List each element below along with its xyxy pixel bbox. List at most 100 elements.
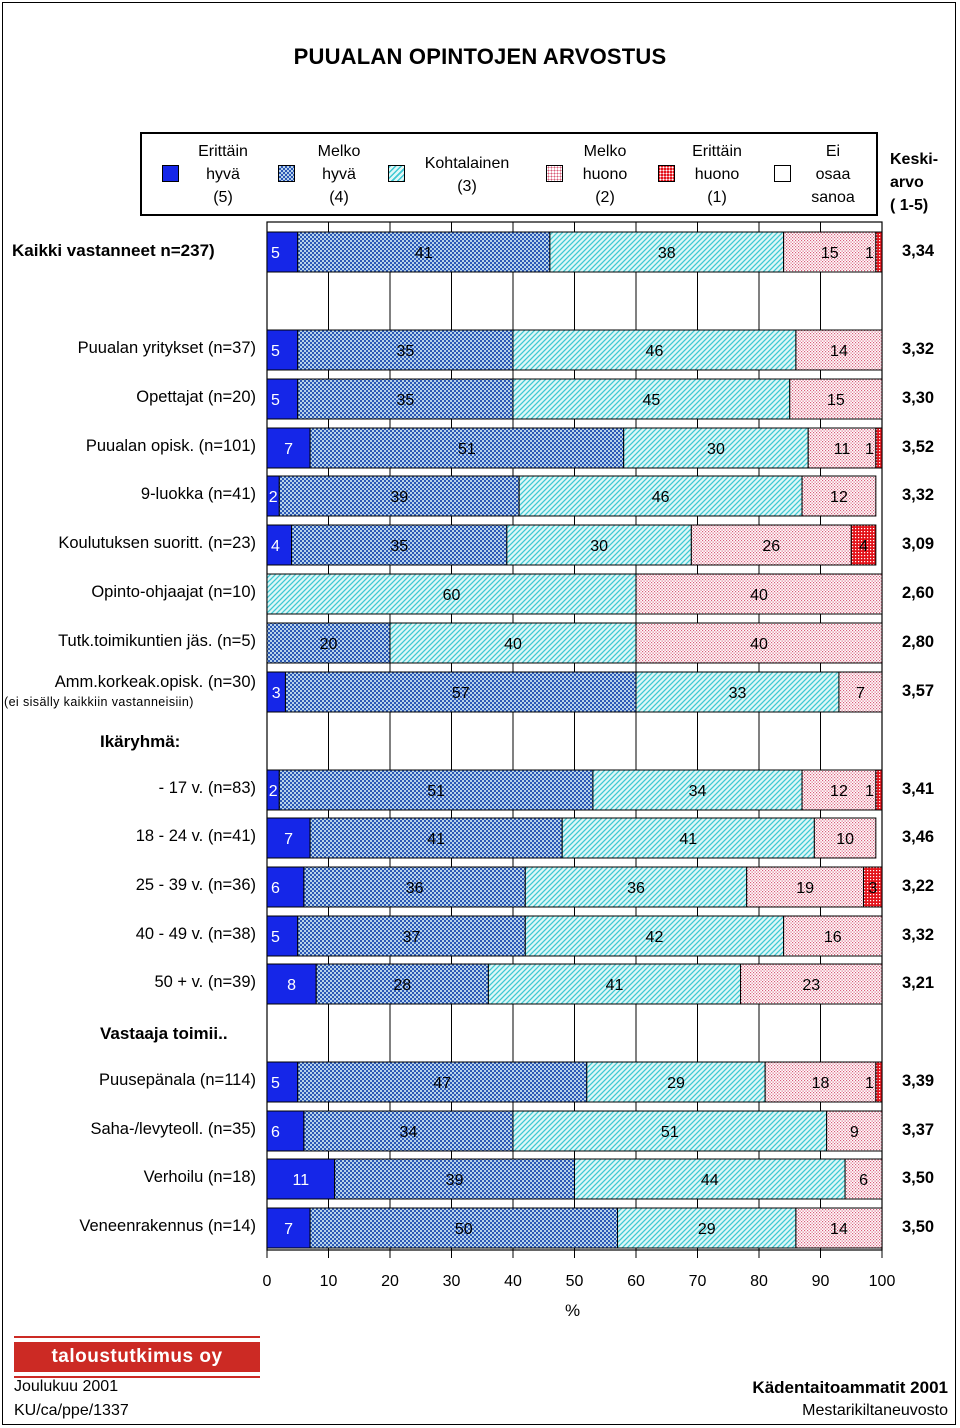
row-label: Verhoilu (n=18) [143, 1168, 256, 1186]
row-mean: 3,52 [902, 438, 935, 456]
page-title: PUUALAN OPINTOJEN ARVOSTUS [293, 44, 667, 69]
row-label: Tutk.toimikuntien jäs. (n=5) [58, 632, 256, 650]
bar-segment [617, 1207, 797, 1249]
row-mean: 3,21 [902, 974, 935, 992]
bar-value-label: 39 [390, 489, 408, 506]
bar-segment [789, 378, 883, 420]
bar-segment [844, 1158, 883, 1200]
footer-client: Mestarikiltaneuvosto [802, 1402, 948, 1419]
bar-value-label: 1 [865, 783, 874, 800]
bar-segment [512, 1110, 828, 1152]
bar-segment [389, 622, 637, 664]
bar-segment [278, 769, 594, 811]
bar-value-label: 1 [865, 1075, 874, 1092]
x-tick-label: 50 [566, 1273, 584, 1290]
bar-value-label: 14 [830, 1221, 848, 1238]
bar-value-label: 35 [396, 343, 414, 360]
bar-value-label: 4 [271, 538, 280, 555]
bar-value-label: 7 [284, 1221, 293, 1238]
bar-value-label: 60 [443, 587, 461, 604]
bar-value-label: 16 [824, 929, 842, 946]
row-mean: 3,32 [902, 486, 935, 504]
x-tick-label: 100 [869, 1273, 896, 1290]
bar-segment [512, 378, 791, 420]
bar-value-label: 34 [400, 1124, 418, 1141]
bar-value-label: 12 [830, 783, 848, 800]
company-logo: taloustutkimus oy [14, 1342, 260, 1372]
row-mean: 3,09 [902, 535, 935, 553]
bar-segment [875, 427, 883, 469]
bar-value-label: 2 [269, 783, 278, 800]
row-label: 40 - 49 v. (n=38) [135, 925, 256, 943]
bar-value-label: 28 [393, 977, 411, 994]
bar-segment [266, 1061, 299, 1103]
bar-segment [297, 915, 526, 957]
bar-value-label: 15 [821, 245, 839, 262]
row-mean: 3,57 [902, 682, 935, 700]
bar-segment [334, 1158, 575, 1200]
bar-segment [838, 671, 883, 713]
bar-segment [309, 427, 625, 469]
bar-value-label: 46 [652, 489, 670, 506]
bar-value-label: 34 [689, 783, 707, 800]
row-label: 9-luokka (n=41) [140, 485, 256, 503]
x-tick-label: 0 [263, 1273, 272, 1290]
bar-value-label: 8 [287, 977, 296, 994]
bar-segment [278, 475, 520, 517]
legend-swatch-kohtalainen [388, 165, 405, 182]
bar-segment [875, 1061, 883, 1103]
bar-segment [549, 231, 785, 273]
bar-value-label: 36 [406, 880, 424, 897]
bar-value-label: 6 [271, 1124, 280, 1141]
bar-value-label: 39 [446, 1172, 464, 1189]
bar-segment [266, 622, 391, 664]
bar-segment [783, 231, 877, 273]
row-mean: 3,30 [902, 389, 935, 407]
bar-value-label: 9 [850, 1124, 859, 1141]
bar-value-label: 30 [590, 538, 608, 555]
bar-value-label: 40 [750, 636, 768, 653]
row-label: Puusepänala (n=114) [98, 1071, 256, 1089]
legend-label-melko-huono: Melko huono (2) [582, 143, 628, 206]
bar-value-label: 35 [396, 392, 414, 409]
row-mean: 3,50 [902, 1169, 935, 1187]
bar-segment [266, 378, 299, 420]
legend-swatch-erittain-huono [658, 165, 675, 182]
bar-value-label: 33 [729, 685, 747, 702]
x-tick-label: 30 [443, 1273, 461, 1290]
bar-segment [297, 1061, 588, 1103]
row-label: 25 - 39 v. (n=36) [135, 876, 256, 894]
bar-value-label: 5 [271, 343, 280, 360]
bar-value-label: 41 [427, 831, 445, 848]
bar-segment [875, 769, 883, 811]
row-label: - 17 v. (n=83) [158, 779, 256, 797]
bar-value-label: 41 [606, 977, 624, 994]
row-label: Saha-/levyteoll. (n=35) [90, 1120, 256, 1138]
section-works: Vastaaja toimii.. [100, 1024, 228, 1043]
x-tick-label: 20 [381, 1273, 399, 1290]
row-label: Puualan opisk. (n=101) [85, 437, 256, 455]
row-mean: 3,39 [902, 1072, 935, 1090]
bar-value-label: 29 [698, 1221, 716, 1238]
row-mean: 3,34 [902, 242, 935, 260]
bar-segment [518, 475, 803, 517]
bar-segment [783, 915, 883, 957]
legend-swatch-erittain-hyva [162, 165, 179, 182]
bar-segment [524, 915, 785, 957]
bar-segment [875, 231, 883, 273]
bar-segment [690, 524, 852, 566]
bar-segment [795, 329, 883, 371]
x-tick-label: 40 [504, 1273, 522, 1290]
bar-value-label: 7 [856, 685, 865, 702]
bar-value-label: 1 [865, 441, 874, 458]
bar-value-label: 41 [679, 831, 697, 848]
chart-bars: 5 41 38 15 15 35 46 145 35 45 157 51 30 11 12 39 46 124 35… [266, 231, 883, 1249]
row-label: Kaikki vastanneet n=237) [12, 241, 215, 260]
bar-value-label: 51 [458, 441, 476, 458]
bar-segment [826, 1110, 883, 1152]
bar-value-label: 40 [750, 587, 768, 604]
bar-value-label: 2 [269, 489, 278, 506]
bar-value-label: 44 [701, 1172, 719, 1189]
legend-swatch-ei-osaa-sanoa [774, 165, 791, 182]
bar-segment [297, 329, 514, 371]
